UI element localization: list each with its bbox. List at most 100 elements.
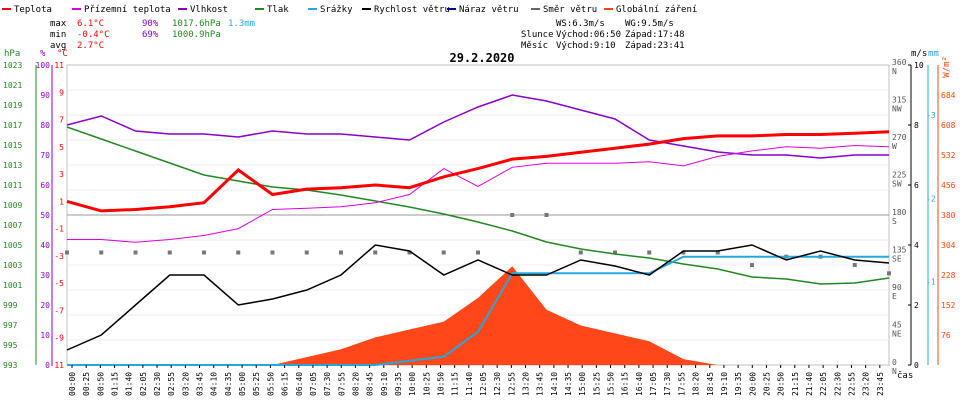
x-tick-label: 05:00 [238,372,247,396]
stat-temp-min: -0.4°C [77,30,110,40]
wind-dir-point [441,250,446,255]
axis-dir-tick: 225 [892,171,907,180]
x-tick-label: 04:35 [224,372,233,396]
temperature-line [66,130,890,213]
wind-dir-point [304,250,309,255]
axis-dir-tick: 0 [892,358,897,367]
x-tick-label: 15:25 [592,372,601,396]
stat-press-max: 1017.6hPa [172,19,221,29]
wind-dir-point [681,250,686,255]
axis-ms-tick: 0 [914,361,919,370]
axis-hpa-tick: 1005 [3,241,22,250]
axis-hpa-tick: 995 [3,341,18,350]
axis-pct-tick: 0 [45,361,50,370]
x-axis: 00:00 00:25 00:50 01:15 01:40 02:05 02:30 02:55… [68,365,885,396]
x-tick-label: 05:50 [266,372,275,396]
axis-wm2-tick: 152 [941,301,956,310]
legend: Teplota Přízemní teplota Vlhkost Tlak Srážky… [2,5,697,15]
x-tick-label: 16:40 [635,372,644,396]
stat-wind: WS:6.3m/s [556,19,605,29]
stat-sun-label: Slunce [521,30,554,40]
legend-label-5: Rychlost větru [374,5,450,15]
x-tick-label: 08:20 [351,372,360,396]
x-tick-label: 00:25 [82,372,91,396]
x-tick-label: 19:10 [720,372,729,396]
wind-dir-point [647,250,652,255]
axis-ms-title: m/s [911,49,927,59]
axis-ms-tick: 10 [914,61,924,70]
axis-dir-tick: 270 [892,133,907,142]
x-tick-label: 12:30 [493,372,502,396]
axis-hpa-tick: 1017 [3,121,22,130]
wind-dir-point [887,271,891,276]
wind-dir-point [407,250,412,255]
axis-hpa-tick: 1009 [3,201,22,210]
axis-dir-tick: 45 [892,321,902,330]
axis-degc-tick: 5 [59,143,64,152]
x-tick-label: 09:10 [380,372,389,396]
axis-wm2-tick: 608 [941,121,956,130]
legend-label-0: Teplota [14,5,52,15]
x-tick-label: 14:35 [564,372,573,396]
axis-wm2-tick: 456 [941,181,956,190]
axis-dir-name: NW [892,105,902,114]
wind-dir-point [99,250,104,255]
axis-dir-tick: 135 [892,246,907,255]
wind-dir-point [510,213,515,217]
legend-label-7: Směr větru [543,5,597,15]
axis-dir-name: N [892,67,897,76]
plot-series [65,94,891,366]
axis-wm2-tick: 76 [941,331,951,340]
stat-hum-min: 69% [142,30,159,40]
x-tick-label: 12:05 [479,372,488,396]
axis-degc-tick: -5 [54,279,64,288]
axis-wm2-tick: 380 [941,211,956,220]
x-tick-label: 23:45 [876,372,885,396]
x-tick-label: 15:50 [607,372,616,396]
axes: hPa% °C9939959979991001100310051007100910… [3,49,956,376]
wind-dir-point [613,250,617,255]
axis-dir-name: E [892,292,897,301]
x-tick-label: 03:45 [196,372,205,396]
x-tick-label: 22:05 [819,372,828,396]
legend-label-4: Srážky [320,5,353,15]
axis-wm2-title: W/m² [942,56,952,78]
stats-panel: max min avg 6.1°C -0.4°C 2.7°C 90% 69% 1… [50,19,685,51]
x-tick-label: 17:05 [649,372,658,396]
stat-min-label: min [50,30,66,40]
axis-degc-tick: 3 [59,170,64,179]
x-tick-label: 07:55 [337,372,346,396]
stat-hum-max: 90% [142,19,159,29]
axis-degc-tick: -7 [54,306,64,315]
axis-pct-tick: 90 [40,91,50,100]
x-tick-label: 17:30 [663,372,672,396]
x-tick-label: 11:40 [465,372,474,396]
wind-dir-point [65,250,69,255]
axis-hpa-tick: 1023 [3,61,22,70]
wind-dir-point [373,250,378,255]
x-tick-label: 10:25 [422,372,431,396]
axis-dir-name: SW [892,180,902,189]
wind-dir-point [476,250,480,255]
axis-dir-tick: 180 [892,208,907,217]
x-tick-label: 02:30 [153,372,162,396]
axis-dir-name: NE [892,330,902,339]
wind-dir-point [750,263,754,267]
axis-dir-tick: 360 [892,58,907,67]
wind-dir-point [167,250,172,255]
legend-label-6: Náraz větru [459,5,519,15]
axis-hpa-tick: 1019 [3,101,22,110]
x-tick-label: 12:55 [507,372,516,396]
x-tick-label: 06:40 [295,372,304,396]
chart-title: 29.2.2020 [449,51,514,65]
x-tick-label: 06:15 [281,372,290,396]
axis-degc-tick: 7 [59,116,64,125]
pressure-line [66,126,890,285]
x-tick-label: 21:40 [805,372,814,396]
stat-rain: 1.3mm [228,19,255,29]
axis-pct-tick: 70 [40,151,50,160]
stat-press-min: 1000.9hPa [172,30,221,40]
axis-dir-name: S [892,217,897,226]
axis-degc-tick: 9 [59,88,64,97]
axis-degc-title: °C [57,49,68,59]
